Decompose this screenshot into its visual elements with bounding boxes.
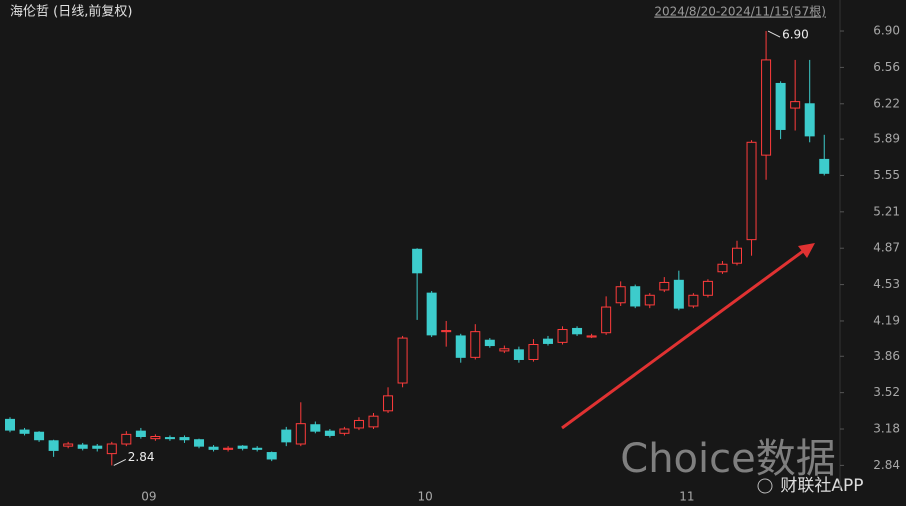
candle-body: [819, 158, 830, 174]
candle-body: [19, 429, 30, 434]
candle-body: [92, 445, 103, 449]
candle-body: [732, 247, 742, 264]
candle-body: [557, 329, 568, 343]
high-label: 6.90: [782, 28, 809, 42]
high-pointer: [767, 30, 781, 38]
candle-body: [673, 279, 684, 309]
weibo-icon: [757, 478, 773, 494]
candle-body: [630, 286, 641, 307]
y-tick-label: 6.56: [873, 60, 900, 74]
low-label: 2.84: [128, 450, 155, 464]
candle-body: [455, 335, 466, 358]
candle-body: [397, 337, 408, 384]
x-tick-label: 09: [141, 490, 156, 504]
chart-title: 海伦哲 (日线,前复权): [10, 4, 132, 20]
candle-body: [470, 331, 481, 358]
candle-body: [542, 338, 553, 344]
candle-body: [223, 447, 234, 450]
candle-body: [426, 292, 437, 336]
candle-body: [252, 447, 263, 450]
y-tick-label: 4.19: [873, 313, 900, 327]
date-range: 2024/8/20-2024/11/15(57根): [654, 5, 826, 19]
candle-body: [775, 82, 786, 130]
candle-body: [368, 415, 379, 428]
candle-body: [5, 418, 15, 431]
candle-body: [310, 424, 321, 432]
candle-body: [237, 445, 248, 449]
candle-body: [601, 306, 612, 334]
candle-body: [295, 423, 306, 445]
watermark: Choice数据: [620, 436, 835, 482]
candle-body: [761, 59, 772, 156]
candle-body: [281, 429, 292, 443]
candle-body: [484, 339, 495, 347]
candle-body: [615, 286, 626, 304]
candle-body: [688, 294, 699, 307]
candle-body: [746, 141, 757, 241]
candle-body: [106, 443, 117, 455]
y-tick-label: 6.22: [873, 96, 900, 110]
arrow-head: [798, 243, 815, 258]
candle-body: [702, 280, 713, 296]
candle-body: [324, 430, 335, 436]
candle-body: [135, 430, 146, 438]
candle-body: [804, 103, 815, 137]
candle-body: [150, 436, 161, 440]
candle-body: [441, 330, 452, 333]
candle-body: [644, 294, 655, 306]
candle-body: [34, 431, 45, 441]
trend-arrow: [561, 247, 807, 430]
y-tick-label: 2.84: [873, 458, 900, 472]
y-tick-label: 3.18: [873, 422, 900, 436]
y-tick-label: 5.89: [873, 132, 900, 146]
candle-body: [266, 452, 277, 460]
candle-body: [717, 263, 728, 273]
candle-body: [48, 440, 59, 451]
candle-body: [77, 444, 88, 449]
candle-body: [412, 248, 423, 274]
y-tick-label: 4.87: [873, 241, 900, 255]
candle-body: [121, 433, 132, 445]
candle-body: [339, 428, 350, 434]
candle-body: [659, 281, 670, 291]
candle-body: [790, 101, 801, 109]
y-tick-label: 5.55: [873, 168, 900, 182]
y-tick-label: 6.90: [873, 24, 900, 38]
x-tick-label: 11: [679, 490, 694, 504]
y-tick-label: 4.53: [873, 277, 900, 291]
candle-body: [528, 343, 539, 360]
candle-body: [194, 439, 205, 447]
candle-body: [383, 395, 394, 412]
candle-body: [164, 437, 175, 440]
watermark-brand: 财联社APP: [780, 476, 863, 496]
candle-body: [572, 327, 583, 335]
candle-body: [179, 437, 190, 441]
y-tick-label: 3.86: [873, 349, 900, 363]
candle-body: [586, 335, 597, 338]
y-tick-label: 3.52: [873, 385, 900, 399]
candle-body: [499, 348, 510, 352]
candle-body: [63, 443, 74, 447]
candle-body: [353, 419, 364, 429]
x-tick-label: 10: [417, 490, 432, 504]
low-pointer: [113, 458, 127, 466]
candle-body: [513, 349, 524, 360]
y-tick-label: 5.21: [873, 204, 900, 218]
candle-body: [208, 446, 219, 450]
